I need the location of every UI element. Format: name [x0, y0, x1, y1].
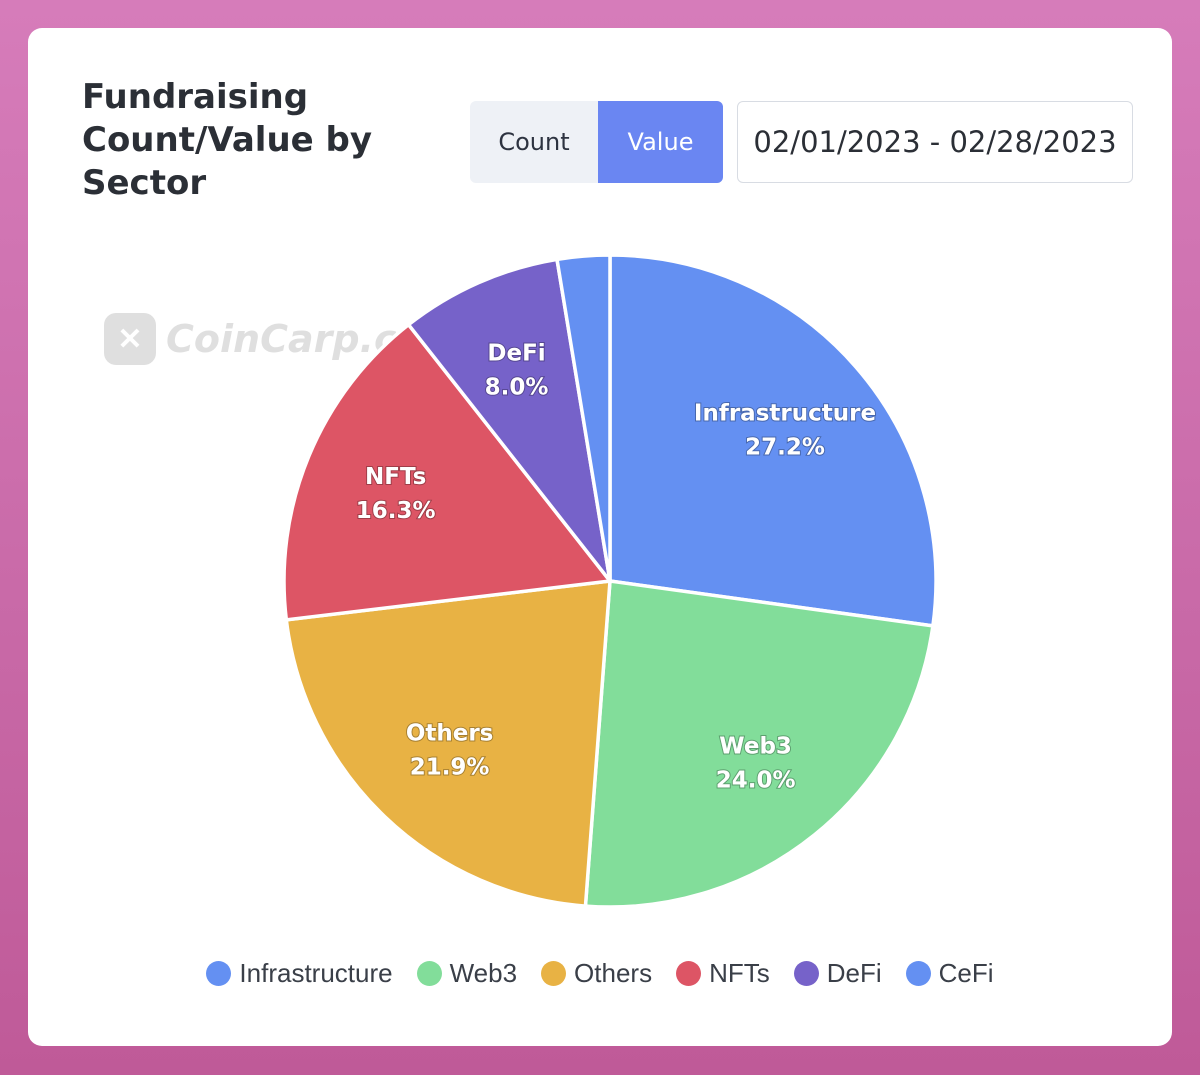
- count-toggle-button[interactable]: Count: [470, 101, 598, 183]
- legend-item-cefi[interactable]: CeFi: [905, 958, 994, 989]
- legend-swatch: [676, 961, 702, 986]
- slice-name-label: Others: [406, 721, 494, 747]
- pie-slice-others[interactable]: [284, 579, 612, 908]
- slice-percent-label: 21.9%: [410, 755, 490, 781]
- legend-item-others[interactable]: Others: [541, 958, 652, 989]
- legend-item-infrastructure[interactable]: Infrastructure: [206, 958, 393, 989]
- slice-name-label: DeFi: [487, 341, 545, 367]
- legend-label: Infrastructure: [239, 958, 393, 988]
- pie-slice-web3[interactable]: [583, 579, 935, 909]
- count-value-toggle: Count Value: [470, 101, 723, 183]
- slice-name-label: Infrastructure: [694, 401, 876, 427]
- slice-name-label: Web3: [719, 734, 792, 760]
- pie-slice-cefi[interactable]: [554, 253, 612, 582]
- pie-slice-infrastructure[interactable]: [608, 253, 938, 628]
- legend-label: NFTs: [709, 958, 770, 988]
- pie-slice-nfts[interactable]: [282, 322, 614, 622]
- slice-percent-label: 24.0%: [716, 768, 796, 794]
- legend-label: Web3: [449, 958, 518, 988]
- slice-percent-label: 8.0%: [485, 375, 549, 401]
- legend-item-web3[interactable]: Web3: [416, 958, 518, 989]
- pie-slice-defi[interactable]: [406, 257, 612, 583]
- chart-legend: Infrastructure Web3 Others NFTs DeFi CeFi: [28, 958, 1172, 989]
- legend-swatch: [206, 961, 232, 986]
- sector-pie-chart: Infrastructure 27.2% Web3 24.0% Others 21.9% N…: [282, 253, 938, 909]
- legend-swatch: [541, 961, 567, 986]
- value-toggle-button[interactable]: Value: [598, 101, 723, 183]
- legend-item-nfts[interactable]: NFTs: [676, 958, 770, 989]
- legend-swatch: [793, 961, 819, 986]
- legend-label: DeFi: [826, 958, 882, 988]
- legend-item-defi[interactable]: DeFi: [793, 958, 882, 989]
- legend-swatch: [905, 961, 931, 986]
- legend-label: CeFi: [938, 958, 994, 988]
- slice-percent-label: 27.2%: [745, 435, 825, 461]
- chart-title: Fundraising Count/Value by Sector: [82, 77, 373, 203]
- coincarp-logo-icon: ✕: [104, 313, 156, 365]
- legend-swatch: [416, 961, 442, 986]
- slice-percent-label: 16.3%: [356, 498, 436, 524]
- legend-label: Others: [574, 958, 653, 988]
- date-range-picker[interactable]: 02/01/2023 - 02/28/2023: [737, 101, 1133, 183]
- chart-card: Fundraising Count/Value by Sector Count …: [28, 28, 1172, 1046]
- slice-name-label: NFTs: [365, 464, 426, 490]
